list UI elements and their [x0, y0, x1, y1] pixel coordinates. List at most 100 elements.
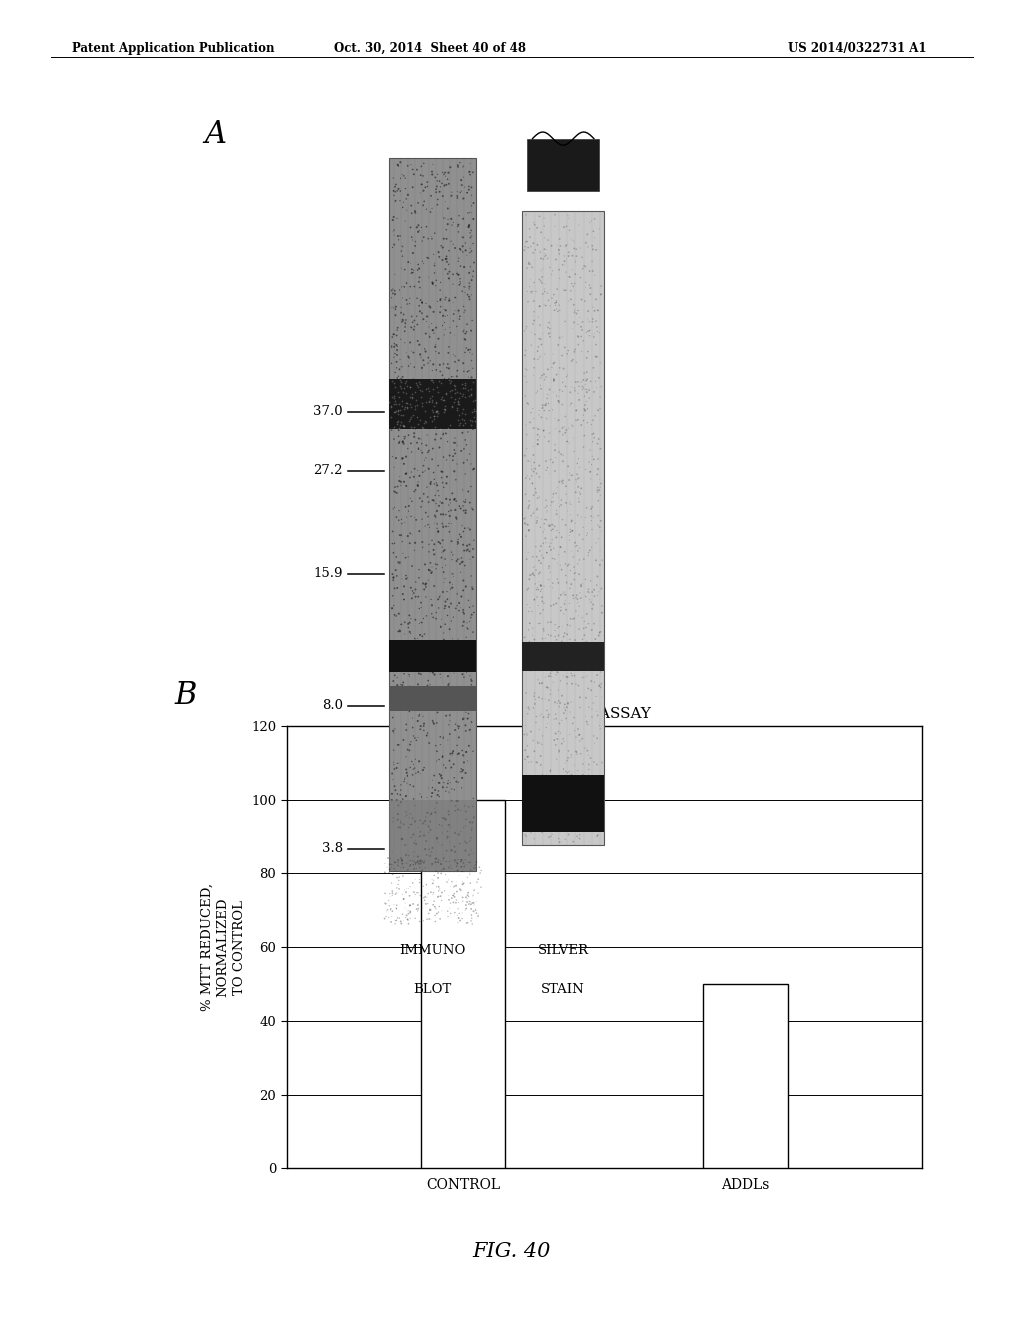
Point	[428, 828, 444, 849]
Point	[580, 581, 596, 602]
Point	[409, 288, 425, 309]
Point	[517, 507, 534, 528]
Point	[569, 383, 586, 404]
Point	[587, 300, 603, 321]
Point	[580, 321, 596, 342]
Point	[451, 404, 467, 425]
Point	[567, 264, 584, 285]
Point	[528, 511, 545, 532]
Point	[427, 906, 443, 927]
Point	[465, 209, 481, 230]
Point	[432, 296, 449, 317]
Point	[441, 572, 458, 593]
Point	[430, 329, 446, 350]
Point	[392, 780, 409, 801]
Point	[572, 317, 589, 338]
Point	[591, 218, 607, 239]
Point	[393, 847, 410, 869]
Point	[439, 665, 456, 686]
Point	[546, 371, 562, 392]
Point	[536, 659, 552, 680]
Point	[457, 372, 473, 393]
Point	[568, 471, 585, 492]
Point	[408, 231, 424, 252]
Point	[586, 326, 602, 347]
Point	[421, 733, 437, 754]
Point	[426, 799, 442, 820]
Point	[450, 854, 466, 875]
Point	[592, 622, 608, 643]
Point	[453, 169, 469, 190]
Point	[401, 411, 418, 432]
Point	[390, 178, 407, 199]
Point	[530, 686, 547, 708]
Point	[415, 251, 431, 272]
Point	[459, 321, 475, 342]
Point	[447, 796, 464, 817]
Point	[397, 446, 414, 467]
Point	[440, 906, 457, 927]
Point	[524, 562, 541, 583]
Bar	[389, 686, 476, 710]
Point	[387, 909, 403, 931]
Point	[466, 399, 482, 420]
Point	[418, 573, 434, 594]
Point	[401, 645, 418, 667]
Point	[534, 544, 550, 565]
Point	[412, 853, 428, 874]
Point	[539, 543, 555, 564]
Point	[559, 750, 575, 771]
Point	[410, 895, 426, 916]
Point	[594, 640, 610, 661]
Point	[430, 589, 446, 610]
Point	[579, 347, 595, 368]
Point	[440, 675, 457, 696]
Point	[440, 173, 457, 194]
Point	[419, 887, 435, 908]
Point	[423, 381, 439, 403]
Point	[394, 583, 411, 605]
Point	[414, 358, 430, 379]
Point	[526, 589, 543, 610]
Point	[422, 810, 438, 832]
Point	[554, 781, 570, 803]
Point	[585, 594, 601, 615]
Point	[444, 686, 461, 708]
Point	[571, 725, 588, 746]
Point	[427, 507, 443, 528]
Point	[463, 565, 479, 586]
Point	[443, 396, 460, 417]
Point	[419, 424, 435, 445]
Point	[420, 570, 436, 591]
Point	[523, 455, 540, 477]
Point	[527, 478, 544, 499]
Point	[470, 906, 486, 927]
Point	[585, 309, 601, 330]
Point	[578, 374, 594, 395]
Point	[384, 236, 400, 257]
Point	[457, 830, 473, 851]
Point	[422, 552, 438, 573]
Point	[529, 487, 546, 508]
Point	[457, 517, 473, 539]
Point	[451, 681, 467, 702]
Point	[383, 854, 399, 875]
Point	[454, 903, 470, 924]
Point	[410, 586, 426, 607]
Point	[397, 496, 414, 517]
Point	[390, 411, 407, 432]
Point	[541, 569, 557, 590]
Point	[542, 326, 558, 347]
Point	[439, 821, 456, 842]
Point	[563, 273, 580, 294]
Point	[452, 152, 468, 173]
Point	[401, 467, 418, 488]
Point	[389, 387, 406, 408]
Point	[393, 297, 410, 318]
Point	[529, 507, 546, 528]
Point	[459, 314, 475, 335]
Point	[531, 540, 548, 561]
Point	[432, 585, 449, 606]
Point	[439, 354, 456, 375]
Point	[426, 891, 442, 912]
